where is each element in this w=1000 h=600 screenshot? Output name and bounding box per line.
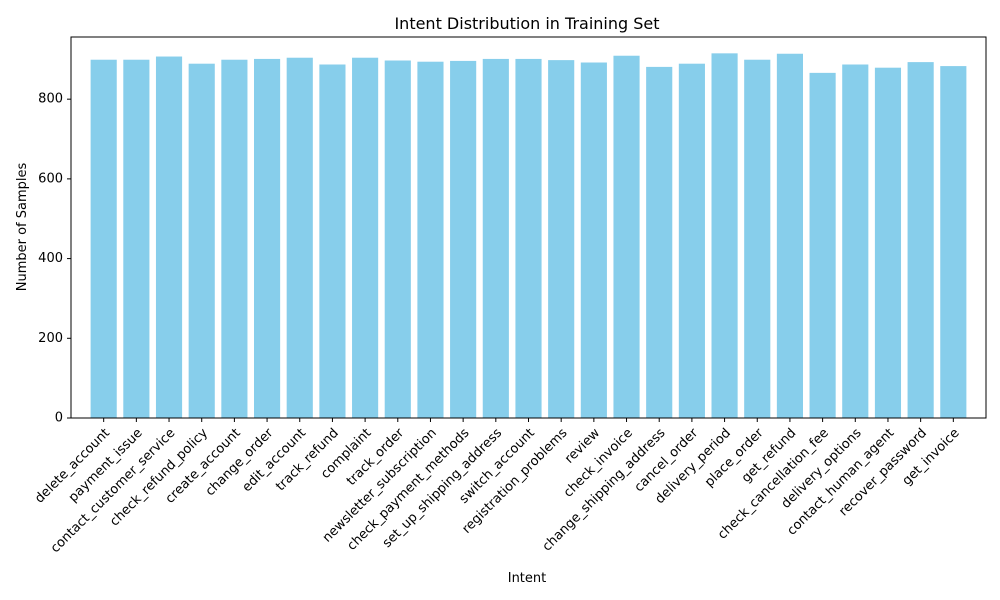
x-tick-label: contact_customer_service (48, 426, 178, 556)
bar-delete-account (90, 59, 117, 418)
bar-delivery-options (842, 64, 869, 418)
x-axis-label: Intent (508, 571, 547, 586)
bar-get-refund (776, 53, 803, 419)
bar-complaint (352, 57, 379, 418)
bars-group (90, 53, 967, 419)
bar-place-order (744, 59, 771, 418)
bar-track-order (384, 60, 411, 418)
bar-switch-account (515, 58, 542, 419)
bar-check-invoice (613, 55, 640, 418)
bar-change-order (254, 58, 281, 419)
bar-recover-password (907, 62, 934, 419)
y-tick-label: 600 (38, 171, 63, 186)
bar-track-refund (319, 64, 346, 418)
y-tick-label: 200 (38, 331, 63, 346)
bar-set-up-shipping-address (482, 58, 509, 419)
bar-check-cancellation-fee (809, 72, 836, 419)
y-tick-label: 0 (55, 411, 63, 426)
bar-edit-account (286, 57, 313, 418)
y-tick-label: 800 (38, 92, 63, 107)
bar-create-account (221, 59, 248, 418)
bar-newsletter-subscription (417, 61, 444, 419)
y-tick-label: 400 (38, 251, 63, 266)
bar-check-payment-methods (450, 60, 477, 418)
bar-cancel-order (678, 63, 705, 418)
bar-review (580, 62, 607, 418)
chart-title: Intent Distribution in Training Set (394, 14, 659, 33)
plot-frame (70, 36, 987, 419)
bar-change-shipping-address (646, 66, 673, 418)
bar-payment-issue (123, 59, 150, 418)
y-axis-ticks: 0 200 400 600 800 (38, 92, 71, 426)
bar-registration-problems (548, 60, 575, 419)
bar-contact-customer-service (155, 56, 183, 418)
bar-contact-human-agent (874, 67, 902, 418)
bar-get-invoice (940, 66, 967, 418)
y-axis-label: Number of Samples (15, 163, 30, 292)
bar-delivery-period (711, 53, 738, 419)
x-axis-ticks: delete_accountpayment_issuecontact_custo… (32, 418, 963, 556)
bar-check-refund-policy (188, 63, 215, 418)
